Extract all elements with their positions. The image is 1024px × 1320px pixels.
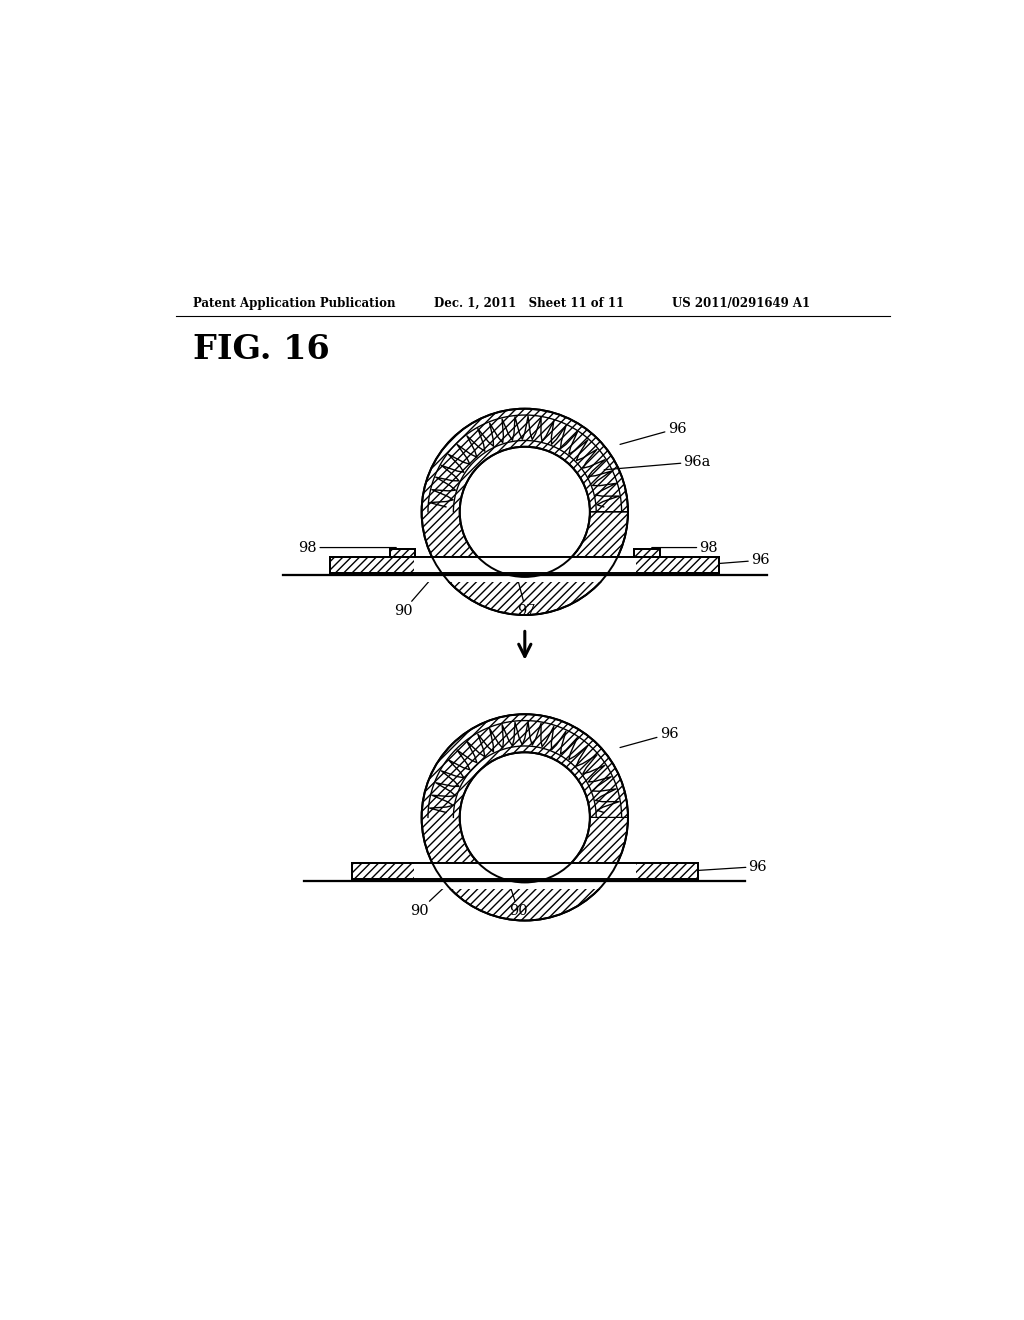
Text: 90: 90: [509, 883, 527, 917]
Circle shape: [422, 714, 628, 920]
Polygon shape: [414, 557, 636, 582]
Polygon shape: [422, 714, 628, 920]
Polygon shape: [422, 409, 628, 615]
Text: 90: 90: [410, 883, 450, 917]
Text: 96: 96: [620, 727, 678, 747]
Text: 96: 96: [699, 553, 770, 568]
Text: 96a: 96a: [604, 455, 711, 470]
Text: 96: 96: [684, 859, 767, 874]
Polygon shape: [390, 549, 416, 557]
Text: US 2011/0291649 A1: US 2011/0291649 A1: [672, 297, 810, 310]
Text: Dec. 1, 2011   Sheet 11 of 11: Dec. 1, 2011 Sheet 11 of 11: [433, 297, 624, 310]
Text: 96: 96: [620, 421, 686, 445]
Polygon shape: [414, 863, 636, 888]
Polygon shape: [331, 557, 719, 573]
Text: 98: 98: [299, 541, 396, 554]
Polygon shape: [352, 863, 697, 879]
Polygon shape: [634, 549, 659, 557]
Text: Patent Application Publication: Patent Application Publication: [194, 297, 395, 310]
Circle shape: [460, 446, 590, 577]
Circle shape: [422, 409, 628, 615]
Text: 90: 90: [394, 576, 433, 618]
Text: FIG. 16: FIG. 16: [194, 333, 330, 366]
Text: 98: 98: [652, 541, 718, 554]
Text: 97: 97: [517, 576, 536, 618]
Circle shape: [460, 752, 590, 883]
